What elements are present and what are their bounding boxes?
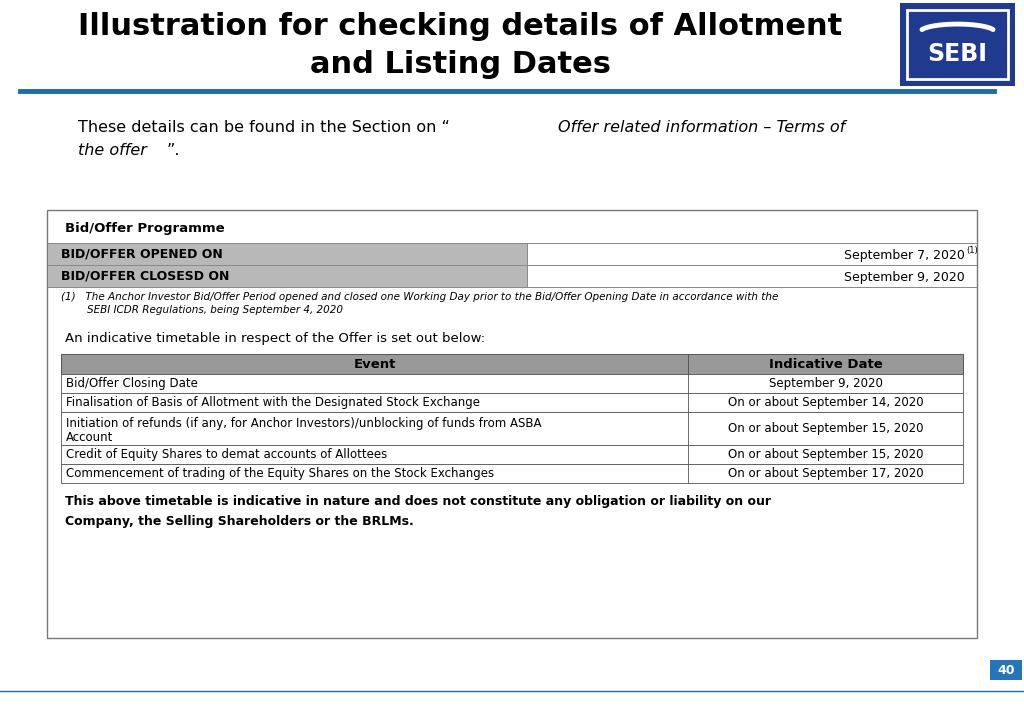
FancyBboxPatch shape bbox=[61, 412, 963, 445]
FancyBboxPatch shape bbox=[900, 3, 1015, 86]
Text: Initiation of refunds (if any, for Anchor Investors)/unblocking of funds from AS: Initiation of refunds (if any, for Ancho… bbox=[66, 417, 542, 430]
Text: SEBI: SEBI bbox=[928, 43, 987, 67]
Text: September 9, 2020: September 9, 2020 bbox=[844, 271, 965, 284]
Text: Commencement of trading of the Equity Shares on the Stock Exchanges: Commencement of trading of the Equity Sh… bbox=[66, 467, 495, 480]
FancyBboxPatch shape bbox=[61, 464, 963, 483]
Text: BID/OFFER OPENED ON: BID/OFFER OPENED ON bbox=[61, 247, 223, 260]
FancyBboxPatch shape bbox=[61, 445, 963, 464]
Text: These details can be found in the Section on “Offer related information – Terms : These details can be found in the Sectio… bbox=[78, 120, 736, 135]
Text: Illustration for checking details of Allotment: Illustration for checking details of All… bbox=[78, 12, 842, 41]
Text: An indicative timetable in respect of the Offer is set out below:: An indicative timetable in respect of th… bbox=[65, 332, 485, 345]
Text: Bid/Offer Closing Date: Bid/Offer Closing Date bbox=[66, 377, 198, 390]
Text: Credit of Equity Shares to demat accounts of Allottees: Credit of Equity Shares to demat account… bbox=[66, 448, 387, 461]
FancyBboxPatch shape bbox=[47, 210, 977, 638]
Text: September 9, 2020: September 9, 2020 bbox=[768, 377, 883, 390]
Text: BID/OFFER CLOSESD ON: BID/OFFER CLOSESD ON bbox=[61, 269, 229, 282]
Text: These details can be found in the Section on “: These details can be found in the Sectio… bbox=[78, 120, 450, 135]
Text: Event: Event bbox=[353, 357, 395, 371]
Text: SEBI ICDR Regulations, being September 4, 2020: SEBI ICDR Regulations, being September 4… bbox=[61, 305, 343, 315]
FancyBboxPatch shape bbox=[61, 374, 963, 393]
Text: and Listing Dates: and Listing Dates bbox=[309, 50, 610, 79]
Text: the offer: the offer bbox=[78, 143, 146, 158]
Text: Bid/Offer Programme: Bid/Offer Programme bbox=[65, 222, 224, 235]
FancyBboxPatch shape bbox=[48, 243, 527, 265]
Text: On or about September 17, 2020: On or about September 17, 2020 bbox=[728, 467, 924, 480]
Text: Offer related information – Terms of: Offer related information – Terms of bbox=[558, 120, 845, 135]
Text: ”.: ”. bbox=[167, 143, 180, 158]
Text: Indicative Date: Indicative Date bbox=[769, 357, 883, 371]
Text: September 7, 2020: September 7, 2020 bbox=[844, 248, 965, 262]
FancyBboxPatch shape bbox=[61, 393, 963, 412]
Text: On or about September 15, 2020: On or about September 15, 2020 bbox=[728, 448, 924, 461]
FancyBboxPatch shape bbox=[990, 660, 1022, 680]
FancyBboxPatch shape bbox=[48, 265, 527, 287]
Text: (1)   The Anchor Investor Bid/Offer Period opened and closed one Working Day pri: (1) The Anchor Investor Bid/Offer Period… bbox=[61, 292, 778, 302]
Text: (1): (1) bbox=[966, 245, 978, 255]
Text: On or about September 14, 2020: On or about September 14, 2020 bbox=[728, 396, 924, 409]
Text: Account: Account bbox=[66, 431, 114, 444]
Text: Finalisation of Basis of Allotment with the Designated Stock Exchange: Finalisation of Basis of Allotment with … bbox=[66, 396, 480, 409]
Text: On or about September 15, 2020: On or about September 15, 2020 bbox=[728, 422, 924, 435]
FancyBboxPatch shape bbox=[61, 354, 963, 374]
Text: 40: 40 bbox=[997, 664, 1015, 676]
Text: This above timetable is indicative in nature and does not constitute any obligat: This above timetable is indicative in na… bbox=[65, 495, 771, 528]
